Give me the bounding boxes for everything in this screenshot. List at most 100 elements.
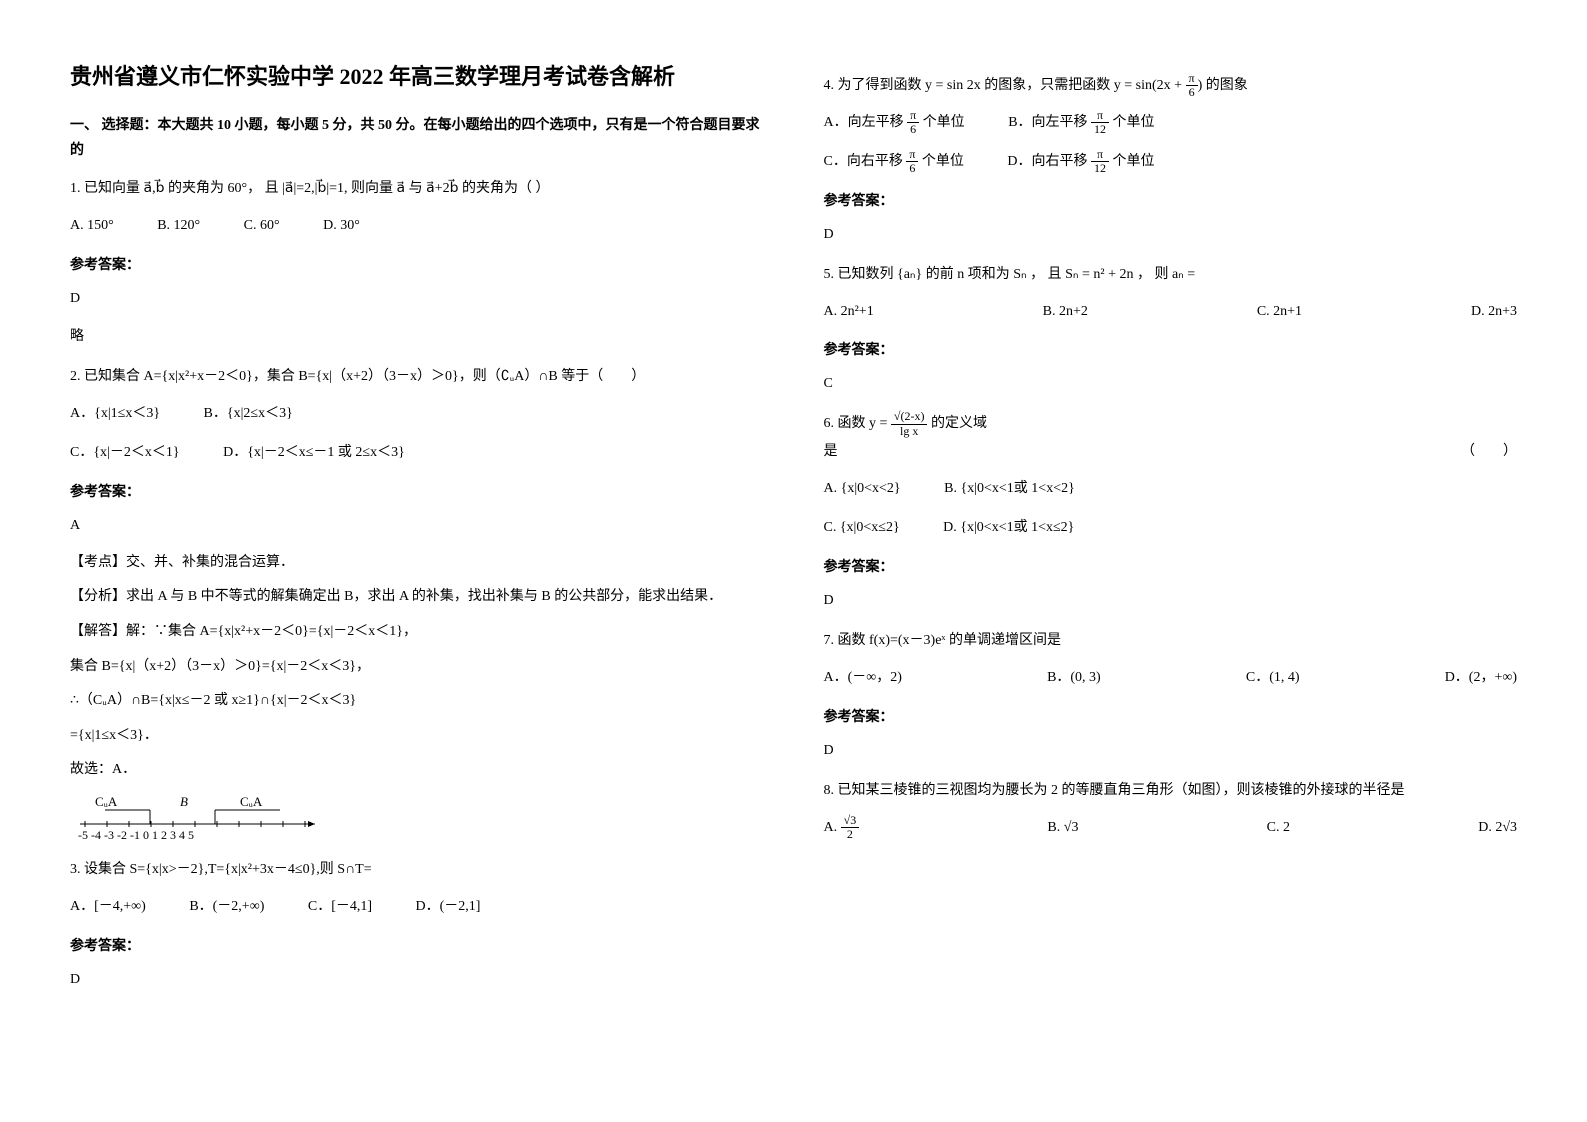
q3-answer: D — [70, 966, 764, 994]
q5-answer-label: 参考答案： — [824, 337, 1518, 365]
q4-text: 4. 为了得到函数 y = sin 2x 的图象，只需把函数 y = sin(2… — [824, 72, 1518, 100]
q3-optB: B．(－2,+∞) — [189, 892, 264, 923]
q4-optA: A．向左平移 π6 个单位 — [824, 108, 965, 139]
q6-optB: B. {x|0<x<1或 1<x<2} — [944, 474, 1075, 505]
question-7: 7. 函数 f(x)=(x－3)eˣ 的单调递增区间是 A．(－∞，2) B．(… — [824, 627, 1518, 765]
q4-optD-num: π — [1091, 148, 1109, 162]
q4-optA-pre: A．向左平移 — [824, 115, 908, 130]
q2-solve3: ∴（CᵤA）∩B={x|x≤－2 或 x≥1}∩{x|－2＜x＜3} — [70, 688, 764, 715]
q5-text-b: 的前 n 项和为 — [926, 267, 1014, 282]
q7-optC: C．(1, 4) — [1246, 663, 1300, 694]
q7-optD: D．(2，+∞) — [1445, 663, 1517, 694]
q4-options-1: A．向左平移 π6 个单位 B．向左平移 π12 个单位 — [824, 108, 1518, 139]
q3-options: A．[－4,+∞) B．(－2,+∞) C．[－4,1] D．(－2,1] — [70, 892, 764, 923]
q8-optA-pre: A. — [824, 820, 841, 835]
line-label-b: B — [180, 794, 188, 809]
q1-text: 1. 已知向量 a⃗,b⃗ 的夹角为 60°， 且 |a⃗|=2,|b⃗|=1,… — [70, 175, 764, 203]
q1-answer-label: 参考答案： — [70, 252, 764, 280]
q4-optC-num: π — [906, 148, 918, 162]
q1-optB: B. 120° — [157, 211, 200, 242]
q5-text-a: 5. 已知数列 — [824, 267, 898, 282]
q5-text-c: ， 且 — [1030, 267, 1065, 282]
q4-options-2: C．向右平移 π6 个单位 D．向右平移 π12 个单位 — [824, 147, 1518, 178]
q5-an: {aₙ} — [897, 267, 922, 282]
q6-text-a: 6. 函数 — [824, 416, 870, 431]
q6-text-b: 的定义域 — [931, 416, 987, 431]
question-4: 4. 为了得到函数 y = sin 2x 的图象，只需把函数 y = sin(2… — [824, 72, 1518, 249]
q4-optC-pre: C．向右平移 — [824, 154, 907, 169]
question-2: 2. 已知集合 A={x|x²+x－2＜0}，集合 B={x|（x+2）（3－x… — [70, 363, 764, 844]
q2-answer-label: 参考答案： — [70, 479, 764, 507]
q6-answer: D — [824, 587, 1518, 615]
q4-y2-post: ) — [1198, 78, 1203, 93]
q5-text-d: ， 则 — [1137, 267, 1172, 282]
page-title: 贵州省遵义市仁怀实验中学 2022 年高三数学理月考试卷含解析 — [70, 60, 764, 93]
q6-yeq: y = — [869, 416, 891, 431]
number-line-ticks: -5 -4 -3 -2 -1 0 1 2 3 4 5 — [78, 828, 194, 842]
q3-optC: C．[－4,1] — [308, 892, 372, 923]
q8-optA: A. √32 — [824, 813, 860, 844]
q4-optB-pre: B．向左平移 — [1008, 115, 1091, 130]
q5-optA: A. 2n²+1 — [824, 297, 874, 328]
q4-optD-post: 个单位 — [1109, 154, 1155, 169]
q7-answer-label: 参考答案： — [824, 704, 1518, 732]
q2-point: 【考点】交、并、补集的混合运算． — [70, 550, 764, 577]
q4-answer: D — [824, 221, 1518, 249]
q6-optA: A. {x|0<x<2} — [824, 474, 901, 505]
q4-optC: C．向右平移 π6 个单位 — [824, 147, 964, 178]
q1-optA: A. 150° — [70, 211, 114, 242]
q8-optA-num: √3 — [841, 814, 860, 828]
q5-options: A. 2n²+1 B. 2n+2 C. 2n+1 D. 2n+3 — [824, 297, 1518, 328]
q3-optA: A．[－4,+∞) — [70, 892, 146, 923]
q1-answer: D — [70, 285, 764, 313]
q5-answer: C — [824, 370, 1518, 398]
q1-note: 略 — [70, 323, 764, 351]
line-label-right: CᵤA — [240, 794, 263, 809]
q4-optA-post: 个单位 — [919, 115, 965, 130]
q4-optC-den: 6 — [906, 162, 918, 175]
q6-optC: C. {x|0<x≤2} — [824, 513, 900, 544]
q8-optB: B. √3 — [1047, 813, 1078, 844]
q2-text: 2. 已知集合 A={x|x²+x－2＜0}，集合 B={x|（x+2）（3－x… — [70, 363, 764, 391]
q6-paren: （ ） — [1461, 438, 1517, 466]
q2-answer: A — [70, 512, 764, 540]
q6-frac-num: √(2-x) — [891, 410, 928, 424]
q2-solve4: ={x|1≤x＜3}． — [70, 723, 764, 750]
question-5: 5. 已知数列 {aₙ} 的前 n 项和为 Sₙ ， 且 Sₙ = n² + 2… — [824, 261, 1518, 399]
q2-optD: D．{x|－2＜x≤－1 或 2≤x＜3} — [223, 438, 405, 469]
q5-text: 5. 已知数列 {aₙ} 的前 n 项和为 Sₙ ， 且 Sₙ = n² + 2… — [824, 261, 1518, 289]
q4-text-b: 的图象，只需把函数 — [984, 78, 1114, 93]
q5-sn: Sₙ — [1013, 267, 1026, 282]
question-3: 3. 设集合 S={x|x>－2},T={x|x²+3x－4≤0},则 S∩T=… — [70, 856, 764, 994]
q6-optD: D. {x|0<x<1或 1<x≤2} — [943, 513, 1074, 544]
section-heading: 一、 选择题：本大题共 10 小题，每小题 5 分，共 50 分。在每小题给出的… — [70, 113, 764, 163]
q7-optA: A．(－∞，2) — [824, 663, 902, 694]
q2-optA: A．{x|1≤x＜3} — [70, 399, 160, 430]
q4-frac-den: 6 — [1186, 86, 1198, 99]
q5-text-e: = — [1187, 267, 1195, 282]
question-6: 6. 函数 y = √(2-x)lg x 的定义域 是 （ ） A. {x|0<… — [824, 410, 1518, 615]
q4-y2-pre: y = sin(2x + — [1114, 78, 1186, 93]
line-label-left: CᵤA — [95, 794, 118, 809]
q6-options-1: A. {x|0<x<2} B. {x|0<x<1或 1<x<2} — [824, 474, 1518, 505]
q2-options-2: C．{x|－2＜x＜1} D．{x|－2＜x≤－1 或 2≤x＜3} — [70, 438, 764, 469]
q2-solve5: 故选：A． — [70, 757, 764, 784]
q3-optD: D．(－2,1] — [416, 892, 481, 923]
q2-analysis: 【分析】求出 A 与 B 中不等式的解集确定出 B，求出 A 的补集，找出补集与… — [70, 584, 764, 611]
q6-text-c: 是 — [824, 444, 838, 459]
q2-optB: B．{x|2≤x＜3} — [204, 399, 293, 430]
question-8: 8. 已知某三棱锥的三视图均为腰长为 2 的等腰直角三角形（如图），则该棱锥的外… — [824, 777, 1518, 844]
q5-optC: C. 2n+1 — [1257, 297, 1302, 328]
q5-optD: D. 2n+3 — [1471, 297, 1517, 328]
q7-options: A．(－∞，2) B．(0, 3) C．(1, 4) D．(2，+∞) — [824, 663, 1518, 694]
q4-optB-post: 个单位 — [1109, 115, 1155, 130]
q6-answer-label: 参考答案： — [824, 554, 1518, 582]
q4-optD-den: 12 — [1091, 162, 1109, 175]
q4-optB-den: 12 — [1091, 123, 1109, 136]
q5-optB: B. 2n+2 — [1043, 297, 1088, 328]
question-1: 1. 已知向量 a⃗,b⃗ 的夹角为 60°， 且 |a⃗|=2,|b⃗|=1,… — [70, 175, 764, 351]
q8-optA-den: 2 — [841, 828, 860, 841]
q2-solve1: 【解答】解：∵集合 A={x|x²+x－2＜0}={x|－2＜x＜1}， — [70, 619, 764, 646]
q6-text-line2: 是 （ ） — [824, 438, 1518, 466]
q4-frac-num: π — [1186, 72, 1198, 86]
